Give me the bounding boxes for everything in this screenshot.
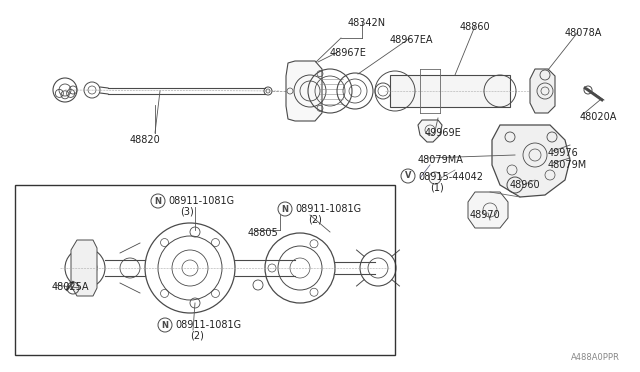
Circle shape <box>429 172 441 184</box>
Text: (1): (1) <box>430 183 444 193</box>
Text: N: N <box>282 205 289 214</box>
Text: 48805: 48805 <box>248 228 279 238</box>
Text: N: N <box>161 321 168 330</box>
Text: 48079M: 48079M <box>548 160 588 170</box>
Text: 48820: 48820 <box>130 135 161 145</box>
Text: 08911-1081G: 08911-1081G <box>168 196 234 206</box>
Polygon shape <box>468 192 508 228</box>
Text: 08911-1081G: 08911-1081G <box>295 204 361 214</box>
Text: N: N <box>154 196 161 205</box>
Text: 49969E: 49969E <box>425 128 461 138</box>
Text: 48967EA: 48967EA <box>390 35 433 45</box>
Text: 08911-1081G: 08911-1081G <box>175 320 241 330</box>
Text: 48079MA: 48079MA <box>418 155 464 165</box>
Text: 49976: 49976 <box>548 148 579 158</box>
Text: 48342N: 48342N <box>348 18 386 28</box>
Text: 48970: 48970 <box>470 210 500 220</box>
Text: (3): (3) <box>180 207 194 217</box>
Text: 48860: 48860 <box>460 22 491 32</box>
Text: 48020A: 48020A <box>580 112 618 122</box>
Text: (2): (2) <box>308 215 322 225</box>
Polygon shape <box>286 61 322 121</box>
Text: A488A0PPR: A488A0PPR <box>571 353 620 362</box>
Polygon shape <box>418 120 442 142</box>
Polygon shape <box>530 69 555 113</box>
Text: V: V <box>404 171 412 180</box>
Text: 48967E: 48967E <box>330 48 367 58</box>
Polygon shape <box>492 125 570 197</box>
Polygon shape <box>71 240 97 296</box>
Text: 48960: 48960 <box>510 180 541 190</box>
Bar <box>15 185 395 355</box>
Text: 48078A: 48078A <box>565 28 602 38</box>
Text: (2): (2) <box>190 331 204 341</box>
Text: 48025A: 48025A <box>52 282 90 292</box>
Polygon shape <box>390 75 510 107</box>
Text: 08915-44042: 08915-44042 <box>418 172 483 182</box>
